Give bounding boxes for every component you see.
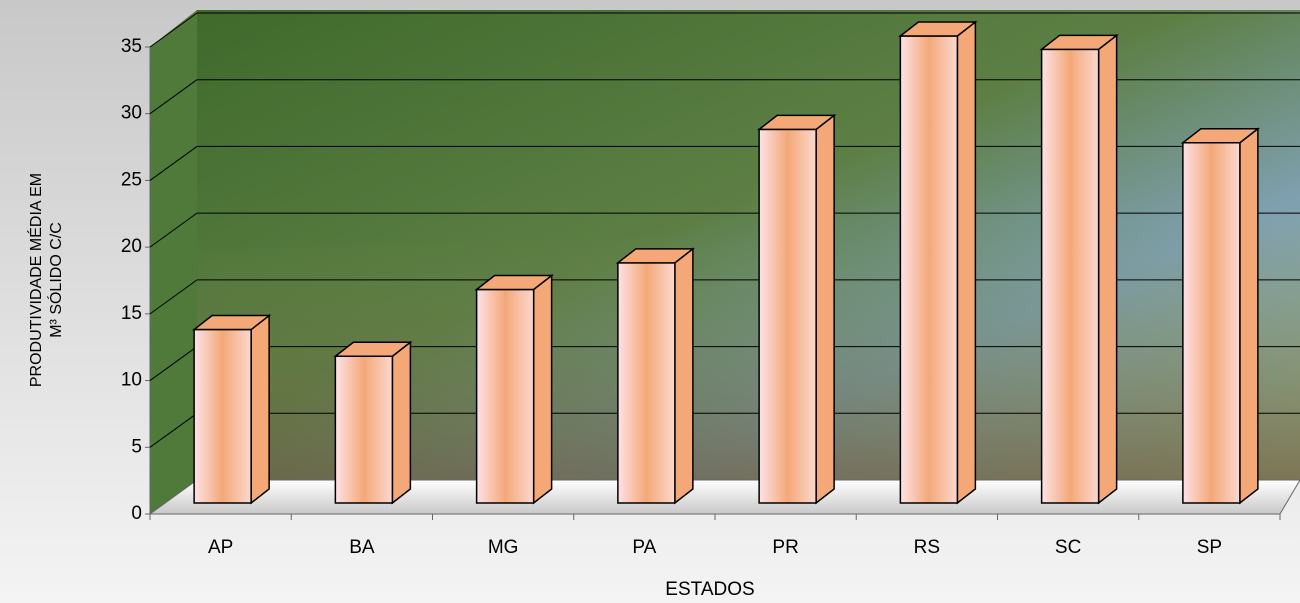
bar-side (815, 113, 835, 505)
bar-top (474, 274, 554, 291)
grid-line (149, 346, 198, 381)
y-tick-label: 15 (121, 303, 142, 324)
y-tick-label: 30 (121, 103, 142, 124)
bar (475, 288, 535, 504)
y-tick-label: 25 (121, 169, 142, 190)
bar-top (333, 341, 413, 357)
grid-line (149, 279, 198, 315)
y-axis-title-line: PRODUTIVIDADE MÉDIA EM (26, 173, 45, 387)
x-tick-label: RS (914, 537, 940, 558)
y-tick-label: 20 (121, 236, 142, 257)
x-tick-label: BA (349, 537, 375, 558)
y-tick-label: 0 (131, 503, 142, 524)
floor (148, 479, 1300, 515)
x-tick-label: AP (208, 537, 233, 558)
y-tick-label: 5 (131, 436, 142, 457)
x-axis-title: ESTADOS (665, 579, 754, 600)
bar-side (1239, 127, 1259, 505)
bar-side (956, 20, 977, 505)
x-tick-label: PR (772, 537, 798, 558)
grid-line (149, 146, 198, 181)
bar-top (898, 21, 978, 37)
grid-line (149, 412, 198, 448)
grid-line (149, 12, 198, 48)
bar-side (674, 247, 694, 505)
bar-top (756, 114, 837, 131)
bar (899, 35, 959, 504)
bar-top (1039, 34, 1119, 51)
bar-side (532, 273, 553, 505)
y-tick-label: 10 (121, 370, 142, 391)
bar (617, 262, 676, 504)
x-tick-label: SP (1197, 537, 1222, 558)
x-tick-label: SC (1055, 537, 1081, 558)
back-wall-ground (197, 220, 1300, 480)
bar-side (250, 314, 270, 505)
x-tick-label: PA (632, 537, 656, 558)
bar (193, 328, 252, 504)
bar (1040, 48, 1100, 504)
side-wall (150, 10, 197, 514)
y-tick-label: 35 (121, 36, 142, 57)
x-tick-label: MG (488, 537, 519, 558)
y-axis-title: PRODUTIVIDADE MÉDIA EM M³ SÓLIDO C/C (26, 173, 65, 387)
bar (334, 355, 394, 504)
grid-line (149, 212, 198, 248)
bar-top (191, 314, 272, 331)
bar-top (1180, 127, 1261, 144)
bar-side (1097, 33, 1118, 505)
bar-side (391, 340, 412, 505)
y-axis-title-line: M³ SÓLIDO C/C (46, 222, 65, 338)
bar (1182, 141, 1241, 504)
grid-line (149, 79, 198, 115)
bar-top (615, 248, 696, 264)
bar (758, 128, 817, 504)
